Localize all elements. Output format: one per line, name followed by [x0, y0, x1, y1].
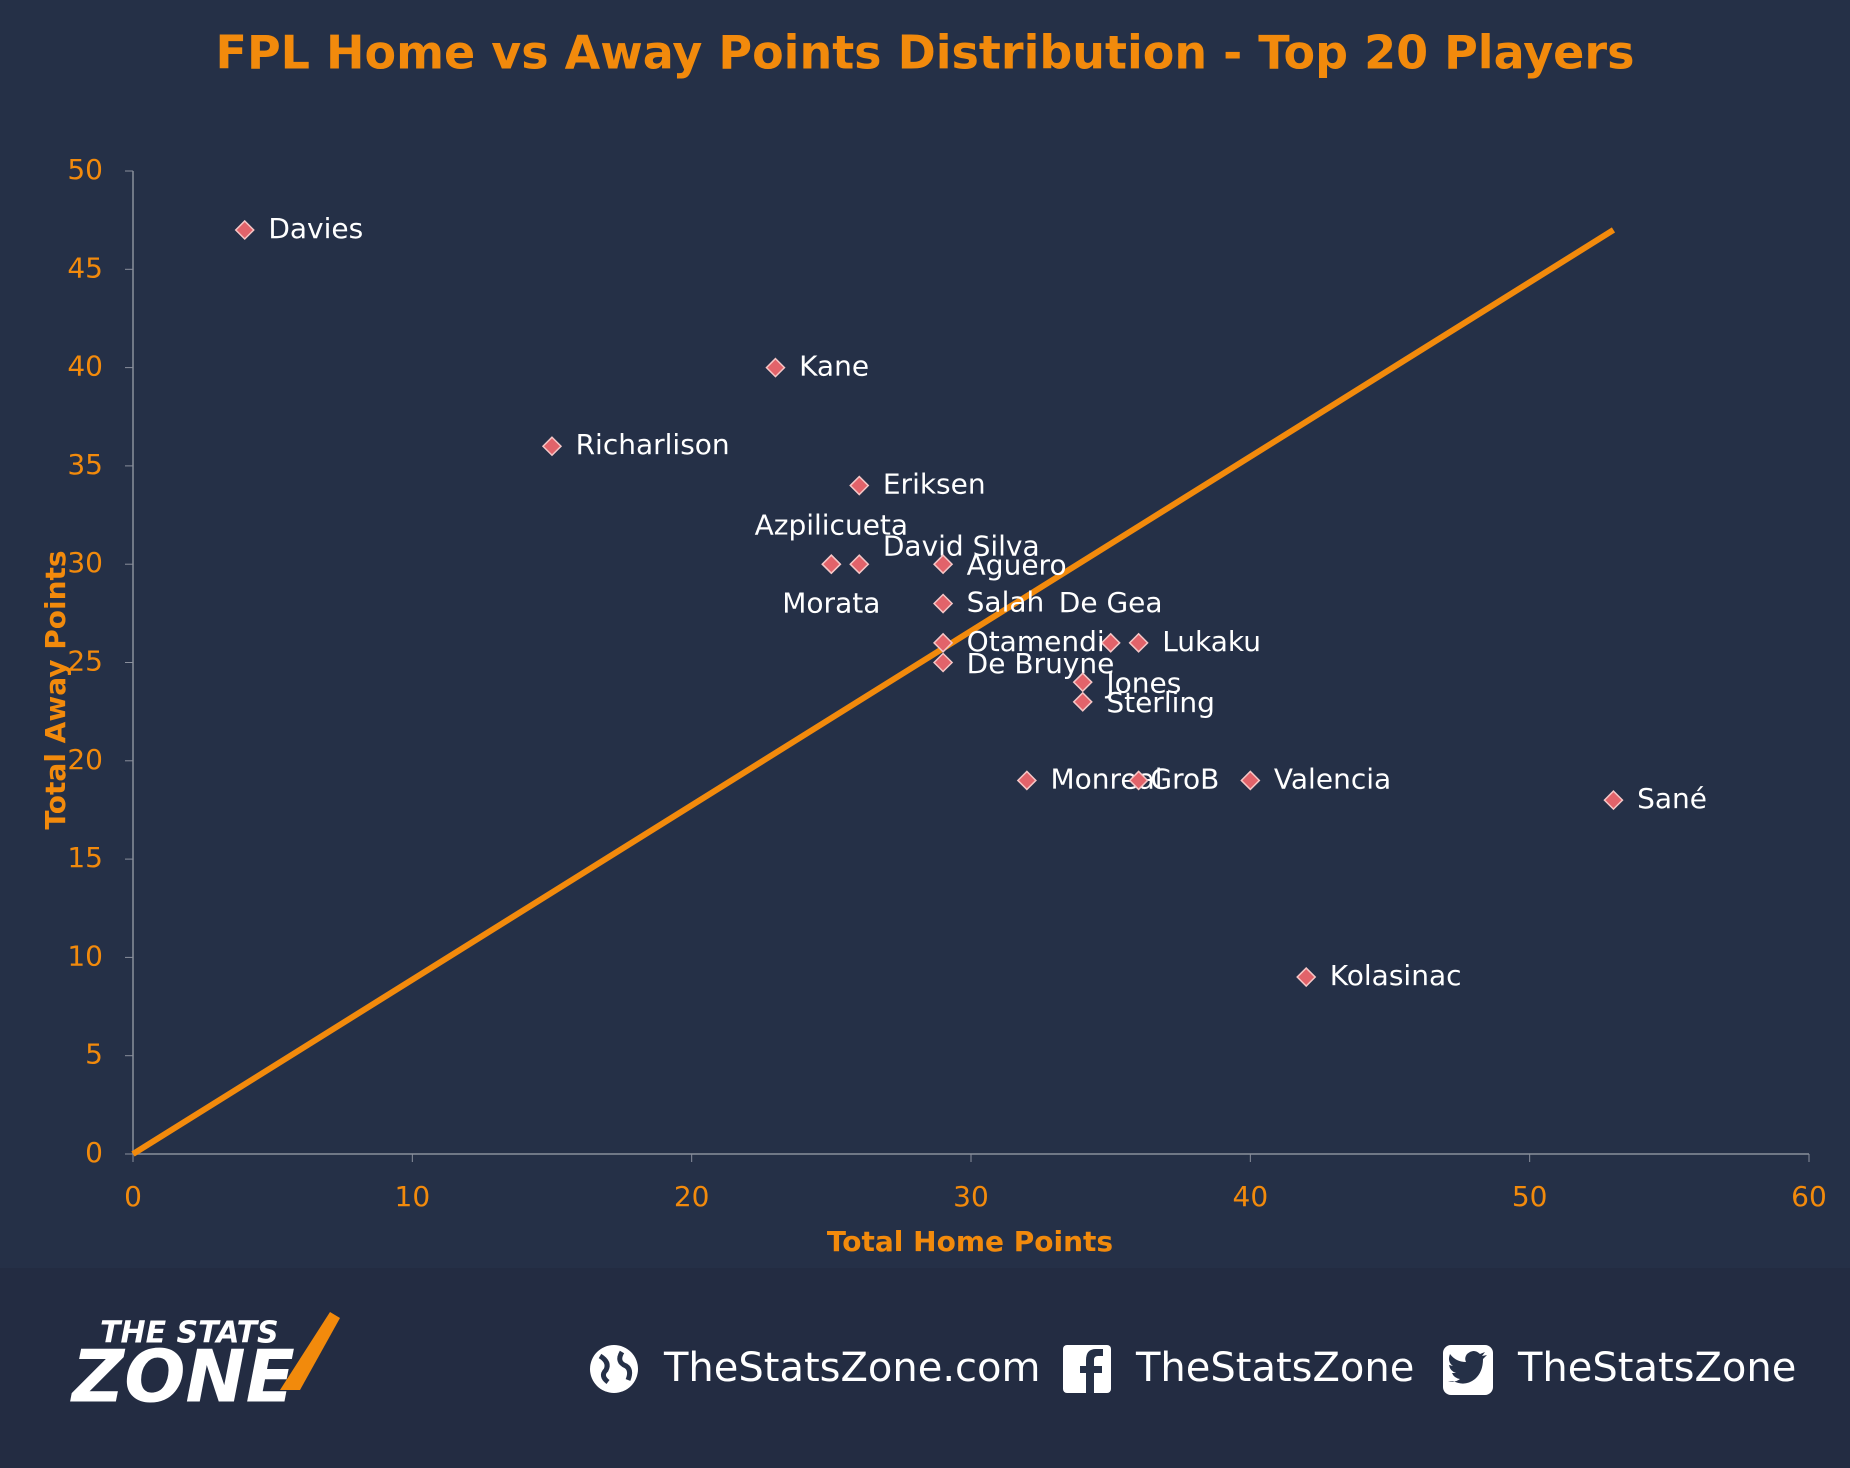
- logo-slash: [280, 1312, 340, 1390]
- point-label: Kolasinac: [1330, 959, 1462, 992]
- data-point: [1072, 672, 1093, 693]
- data-point: [1240, 770, 1261, 791]
- data-point: [933, 632, 954, 653]
- point-label: GroB: [1150, 762, 1219, 795]
- x-tick-label: 10: [395, 1180, 431, 1213]
- point-label: Kane: [799, 350, 869, 383]
- data-point: [1100, 632, 1121, 653]
- data-point: [933, 554, 954, 575]
- point-label: De Gea: [1059, 586, 1163, 619]
- data-point: [933, 593, 954, 614]
- data-point: [541, 436, 563, 457]
- data-point: [849, 475, 870, 496]
- point-label: Eriksen: [883, 468, 986, 501]
- point-label: Sané: [1637, 782, 1707, 815]
- point-label: Davies: [268, 212, 363, 245]
- point-label: Salah: [967, 586, 1045, 619]
- chart-title: FPL Home vs Away Points Distribution - T…: [216, 26, 1635, 80]
- y-tick-label: 30: [67, 546, 103, 579]
- x-tick-label: 50: [1512, 1180, 1548, 1213]
- point-label: Richarlison: [576, 428, 730, 461]
- data-point: [1016, 770, 1037, 791]
- y-tick-label: 50: [67, 153, 103, 186]
- point-label: Lukaku: [1162, 625, 1261, 658]
- point-label: Otamendi: [967, 625, 1105, 658]
- data-point: [234, 219, 255, 241]
- facebook-link[interactable]: TheStatsZone: [1063, 1345, 1414, 1393]
- point-label: Jones: [1104, 667, 1181, 700]
- data-point: [1296, 966, 1317, 988]
- x-tick-label: 20: [674, 1180, 710, 1213]
- y-tick-label: 45: [67, 251, 103, 284]
- y-tick-label: 0: [85, 1136, 103, 1169]
- point-label: Sterling: [1106, 686, 1215, 719]
- logo-top: THE STATS: [100, 1316, 279, 1351]
- logo-bottom: ZONE: [70, 1335, 295, 1419]
- point-label: Morata: [782, 586, 880, 619]
- point-label: Azpilicueta: [755, 508, 908, 541]
- x-axis-label: Total Home Points: [827, 1225, 1113, 1258]
- data-point: [1603, 790, 1624, 811]
- point-label: Valencia: [1274, 762, 1391, 795]
- data-point: [1128, 770, 1149, 791]
- y-tick-label: 5: [85, 1038, 103, 1071]
- website-text: TheStatsZone.com: [663, 1345, 1040, 1391]
- facebook-text: TheStatsZone: [1135, 1345, 1414, 1391]
- x-tick-label: 30: [953, 1180, 989, 1213]
- data-point: [1072, 691, 1093, 712]
- facebook-glyph: [1080, 1349, 1103, 1393]
- y-tick-label: 20: [67, 743, 103, 776]
- twitter-glyph: [1448, 1351, 1487, 1384]
- data-point: [849, 554, 870, 575]
- data-point: [1128, 632, 1149, 653]
- twitter-link[interactable]: TheStatsZone: [1443, 1345, 1796, 1395]
- website-link[interactable]: TheStatsZone.com: [590, 1345, 1040, 1393]
- y-tick-label: 25: [67, 645, 103, 678]
- x-tick-label: 60: [1791, 1180, 1827, 1213]
- logo: THE STATS ZONE: [70, 1312, 340, 1419]
- y-tick-label: 10: [67, 939, 103, 972]
- point-label: David Silva: [883, 530, 1040, 563]
- data-point: [933, 652, 954, 673]
- twitter-text: TheStatsZone: [1517, 1345, 1796, 1391]
- trend-line: [131, 227, 1616, 1157]
- y-axis-label: Total Away Points: [39, 550, 72, 829]
- globe-detail: [598, 1350, 633, 1384]
- y-tick-label: 35: [67, 448, 103, 481]
- x-tick-label: 40: [1233, 1180, 1269, 1213]
- y-tick-label: 15: [67, 841, 103, 874]
- point-label: Aguero: [967, 549, 1067, 582]
- point-label: De Bruyne: [967, 647, 1115, 680]
- x-tick-label: 0: [124, 1180, 142, 1213]
- y-tick-label: 40: [67, 350, 103, 383]
- data-point: [765, 357, 786, 378]
- data-point: [821, 554, 842, 575]
